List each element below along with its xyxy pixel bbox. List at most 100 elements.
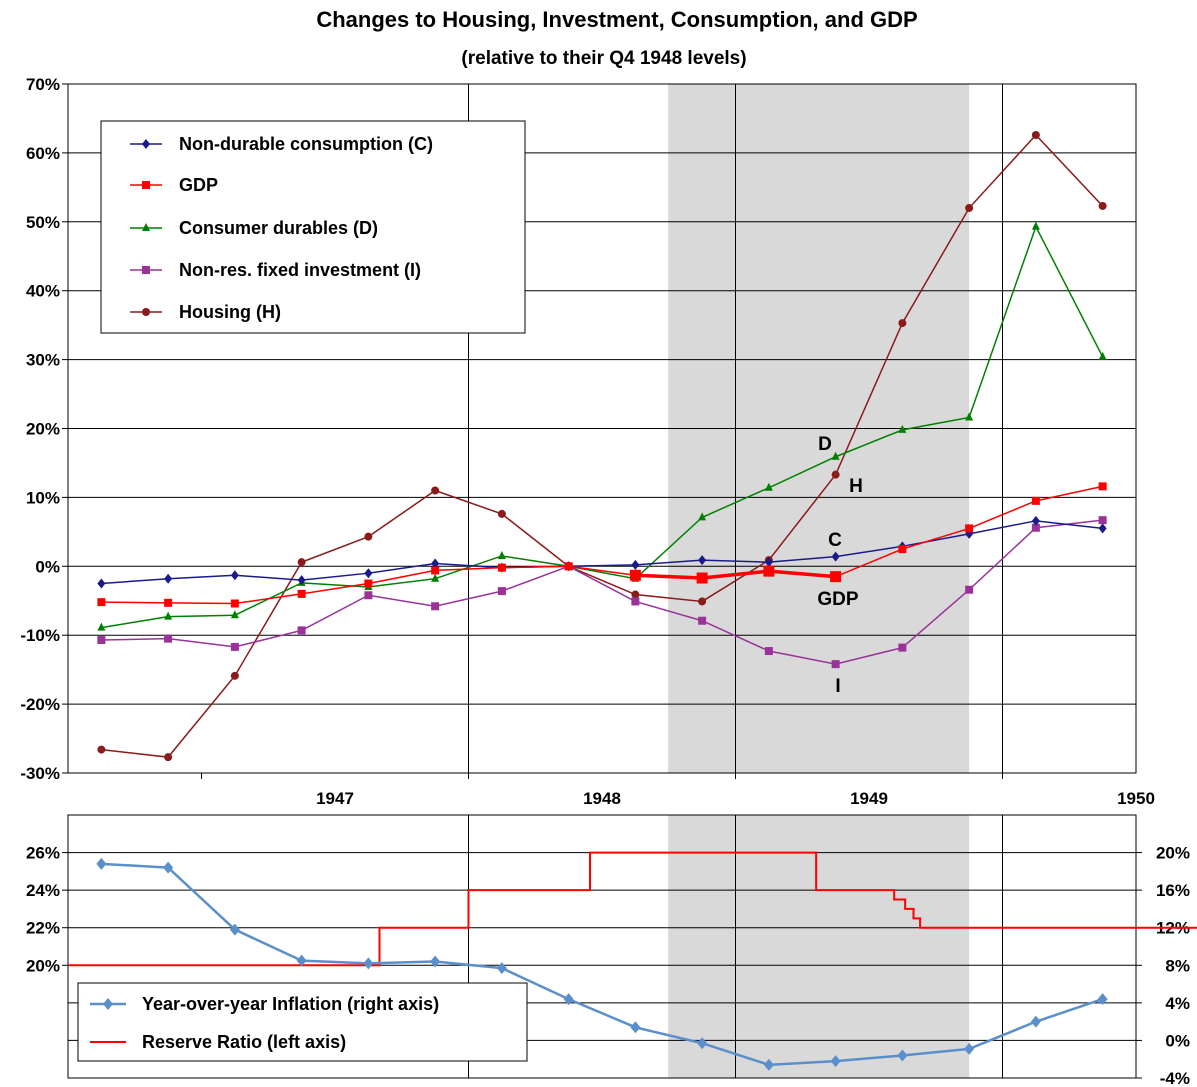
plot-border bbox=[67, 814, 1137, 1079]
left-y-tick-label: 24% bbox=[26, 881, 60, 900]
data-point bbox=[296, 954, 307, 967]
data-point bbox=[97, 745, 106, 754]
data-point bbox=[297, 589, 306, 598]
data-point bbox=[898, 424, 907, 433]
y-tick-label: -10% bbox=[20, 626, 60, 645]
data-point bbox=[363, 957, 374, 970]
top-legend-box bbox=[100, 120, 526, 334]
data-point bbox=[831, 470, 840, 479]
data-point bbox=[364, 579, 373, 588]
data-point bbox=[431, 566, 440, 575]
right-y-tick-label: 16% bbox=[1156, 881, 1190, 900]
data-point bbox=[763, 1058, 774, 1071]
data-point bbox=[97, 578, 106, 589]
data-point bbox=[698, 597, 707, 606]
data-point bbox=[897, 1049, 908, 1062]
y-tick-label: -20% bbox=[20, 695, 60, 714]
data-point bbox=[697, 1037, 708, 1050]
data-point bbox=[965, 204, 974, 213]
data-point bbox=[497, 509, 506, 518]
data-point bbox=[630, 1021, 641, 1034]
data-point bbox=[97, 636, 106, 645]
series-reserve-ratio-line bbox=[68, 851, 1197, 967]
y-tick-label: 40% bbox=[26, 282, 60, 301]
data-point bbox=[1098, 523, 1107, 534]
data-point bbox=[1098, 351, 1107, 360]
data-point bbox=[97, 622, 106, 631]
data-point bbox=[164, 573, 173, 584]
right-y-tick-label: 0% bbox=[1165, 1031, 1190, 1050]
legend-label: Consumer durables (D) bbox=[179, 218, 378, 238]
data-point bbox=[764, 482, 773, 491]
series-inflation bbox=[96, 857, 1108, 1071]
data-point bbox=[1031, 221, 1040, 230]
annotation-c: C bbox=[828, 530, 842, 551]
data-point bbox=[364, 591, 373, 600]
data-point bbox=[1098, 482, 1107, 491]
data-point bbox=[631, 590, 640, 599]
recession-shading bbox=[668, 815, 970, 1078]
plot-border bbox=[67, 83, 1137, 774]
top-legend: Non-durable consumption (C) GDP Consumer d… bbox=[100, 120, 526, 334]
data-point bbox=[1098, 201, 1107, 210]
y-tick-label: 50% bbox=[26, 213, 60, 232]
y-tick-label: 60% bbox=[26, 144, 60, 163]
data-point bbox=[965, 524, 974, 533]
data-point bbox=[898, 319, 907, 328]
annotation-d: D bbox=[818, 434, 832, 455]
data-point bbox=[230, 599, 239, 608]
gdp-emphasis bbox=[629, 565, 842, 584]
series-annotations: D H C GDP I bbox=[817, 434, 862, 697]
data-point bbox=[763, 565, 775, 577]
chart-title: Changes to Housing, Investment, Consumpt… bbox=[316, 7, 917, 32]
x-tick-label: 1947 bbox=[316, 789, 354, 808]
data-point bbox=[431, 558, 440, 569]
legend-label: Non-res. fixed investment (I) bbox=[179, 260, 421, 280]
annotation-i: I bbox=[835, 676, 840, 697]
series-line bbox=[101, 133, 1104, 758]
data-point bbox=[142, 181, 150, 189]
data-point bbox=[698, 616, 707, 625]
data-point bbox=[163, 861, 174, 874]
y-tick-label: 10% bbox=[26, 488, 60, 507]
x-tick-label: 1949 bbox=[850, 789, 888, 808]
data-point bbox=[830, 1055, 841, 1068]
series-line bbox=[101, 485, 1103, 605]
annotation-h: H bbox=[849, 476, 863, 497]
bottom-legend: Year-over-year Inflation (right axis) Res… bbox=[77, 982, 528, 1062]
top-plot-area: 70% 60% 50% 40% 30% 20% 10% 0% -10% -20% -30% 1947 1… bbox=[20, 75, 1155, 808]
data-point bbox=[563, 993, 574, 1006]
data-point bbox=[631, 597, 640, 606]
data-point bbox=[364, 532, 373, 541]
data-point bbox=[297, 575, 306, 586]
data-point bbox=[297, 558, 306, 567]
legend-label: GDP bbox=[179, 175, 218, 195]
data-point bbox=[103, 998, 113, 1010]
y-tick-label: -30% bbox=[20, 764, 60, 783]
data-point bbox=[497, 563, 506, 572]
data-point bbox=[230, 610, 239, 619]
data-point bbox=[364, 568, 373, 579]
data-point bbox=[431, 602, 440, 611]
legend-label: Year-over-year Inflation (right axis) bbox=[142, 994, 439, 1014]
right-y-tick-label: 20% bbox=[1156, 844, 1190, 863]
data-point bbox=[142, 308, 150, 316]
data-point bbox=[831, 660, 840, 669]
data-point bbox=[629, 569, 641, 581]
right-y-tick-label: 8% bbox=[1165, 956, 1190, 975]
data-point bbox=[1098, 516, 1107, 525]
data-point bbox=[965, 412, 974, 421]
right-y-tick-label: -4% bbox=[1160, 1069, 1190, 1087]
data-point bbox=[1097, 993, 1108, 1006]
y-tick-label: 20% bbox=[26, 420, 60, 439]
bottom-plot-area: 20%16%12%8%4%0%-4%26%24%22%20% bbox=[26, 814, 1197, 1087]
data-point bbox=[1031, 496, 1040, 505]
data-point bbox=[142, 266, 150, 274]
data-point bbox=[764, 647, 773, 656]
bottom-legend-box bbox=[77, 982, 528, 1062]
data-point bbox=[164, 753, 173, 762]
y-tick-label: 30% bbox=[26, 351, 60, 370]
data-point bbox=[1030, 1015, 1041, 1028]
y-tick-label: 0% bbox=[35, 557, 60, 576]
